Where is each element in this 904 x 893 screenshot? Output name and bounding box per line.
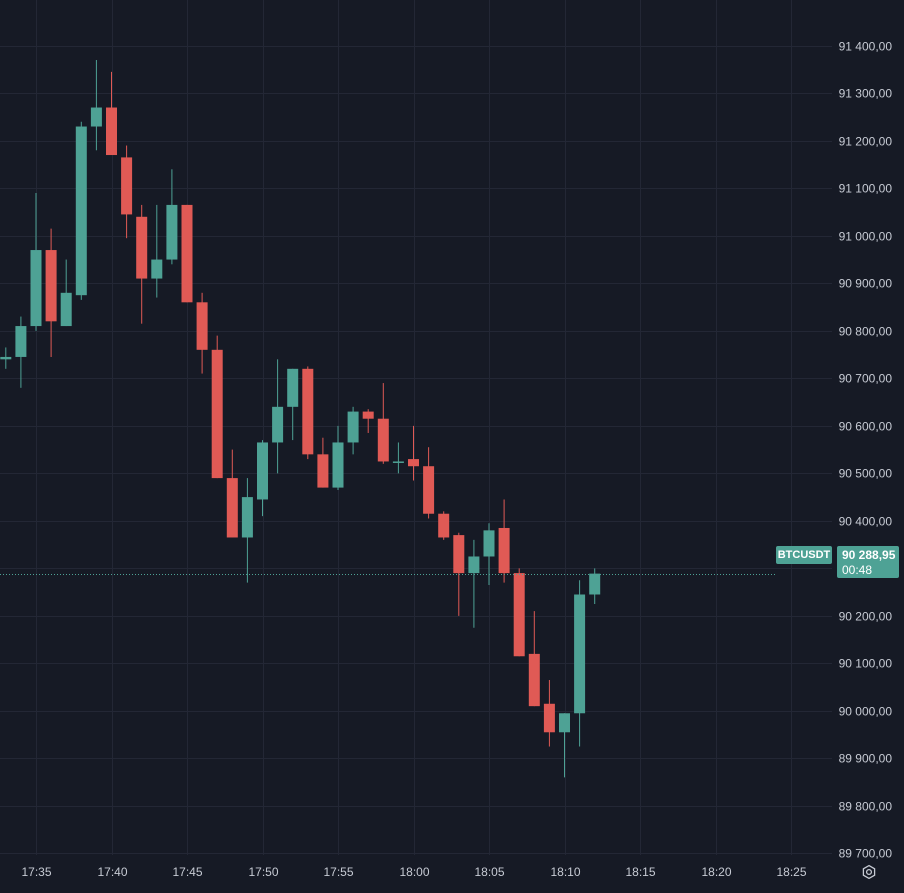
candle-countdown: 00:48 — [842, 563, 873, 577]
candle-body[interactable] — [151, 259, 163, 279]
y-tick-label: 90 600,00 — [839, 420, 893, 434]
symbol-price-tag: BTCUSDT — [776, 546, 832, 564]
last-price-tag: 90 288,95 00:48 — [837, 546, 899, 578]
candle-body[interactable] — [438, 513, 450, 538]
candle-body[interactable] — [468, 556, 480, 574]
y-tick-label: 89 700,00 — [839, 847, 893, 861]
candle-body[interactable] — [498, 527, 510, 574]
x-tick-label: 18:00 — [399, 865, 429, 879]
y-tick-label: 90 200,00 — [839, 610, 893, 624]
y-tick-label: 91 100,00 — [839, 182, 893, 196]
x-tick-label: 17:55 — [323, 865, 353, 879]
candle-body[interactable] — [106, 107, 117, 156]
candle-body[interactable] — [362, 411, 374, 419]
candle-body[interactable] — [121, 157, 133, 215]
candle-body[interactable] — [317, 454, 329, 488]
y-tick-label: 90 900,00 — [839, 277, 893, 291]
candle-body[interactable] — [0, 356, 12, 360]
candle-body[interactable] — [211, 349, 223, 479]
candle-body[interactable] — [136, 216, 148, 279]
candle-body[interactable] — [60, 292, 72, 327]
x-tick-label: 18:10 — [550, 865, 580, 879]
x-tick-label: 18:20 — [701, 865, 731, 879]
x-tick-label: 17:40 — [97, 865, 127, 879]
y-tick-label: 89 800,00 — [839, 800, 893, 814]
symbol-label: BTCUSDT — [777, 549, 831, 561]
last-price-value: 90 288,95 — [842, 548, 896, 562]
y-tick-label: 91 200,00 — [839, 135, 893, 149]
x-tick-label: 17:35 — [21, 865, 51, 879]
candle-body[interactable] — [75, 126, 87, 296]
candle-body[interactable] — [226, 478, 238, 538]
y-tick-label: 91 300,00 — [839, 87, 893, 101]
candle-body[interactable] — [559, 713, 570, 733]
y-tick-label: 90 700,00 — [839, 372, 893, 386]
candle-body[interactable] — [347, 411, 359, 443]
y-tick-label: 90 500,00 — [839, 467, 893, 481]
candle-body[interactable] — [483, 530, 495, 557]
x-tick-label: 17:50 — [248, 865, 278, 879]
candle-body[interactable] — [166, 204, 178, 260]
candle-body[interactable] — [528, 653, 540, 707]
candle-body[interactable] — [513, 573, 525, 657]
candle-body[interactable] — [408, 459, 419, 467]
candle-body[interactable] — [574, 594, 586, 714]
candle-body[interactable] — [302, 368, 314, 455]
candle-body[interactable] — [241, 497, 253, 538]
x-tick-label: 18:05 — [474, 865, 504, 879]
y-tick-label: 91 400,00 — [839, 40, 893, 54]
y-tick-label: 90 000,00 — [839, 705, 893, 719]
y-tick-label: 89 900,00 — [839, 752, 893, 766]
candle-body[interactable] — [90, 107, 102, 127]
candle-body[interactable] — [15, 326, 27, 357]
candle-body[interactable] — [543, 703, 555, 733]
candle-body[interactable] — [45, 250, 57, 322]
y-tick-label: 90 100,00 — [839, 657, 893, 671]
candle-body[interactable] — [196, 302, 208, 350]
y-tick-label: 90 800,00 — [839, 325, 893, 339]
x-tick-label: 18:15 — [625, 865, 655, 879]
candle-body[interactable] — [181, 204, 193, 303]
candle-body[interactable] — [423, 466, 435, 514]
gear-icon[interactable] — [859, 862, 879, 882]
candle-body[interactable] — [287, 368, 299, 407]
candle-body[interactable] — [332, 442, 344, 488]
candle-body[interactable] — [257, 442, 268, 500]
candle-body[interactable] — [377, 418, 389, 462]
candle-body[interactable] — [272, 406, 284, 443]
x-tick-label: 18:25 — [776, 865, 806, 879]
candle-body[interactable] — [392, 461, 404, 463]
y-tick-label: 90 400,00 — [839, 515, 893, 529]
candle-body[interactable] — [589, 573, 601, 595]
candle-body[interactable] — [453, 535, 465, 574]
y-tick-label: 91 000,00 — [839, 230, 893, 244]
candle-body[interactable] — [30, 250, 42, 327]
x-tick-label: 17:45 — [172, 865, 202, 879]
